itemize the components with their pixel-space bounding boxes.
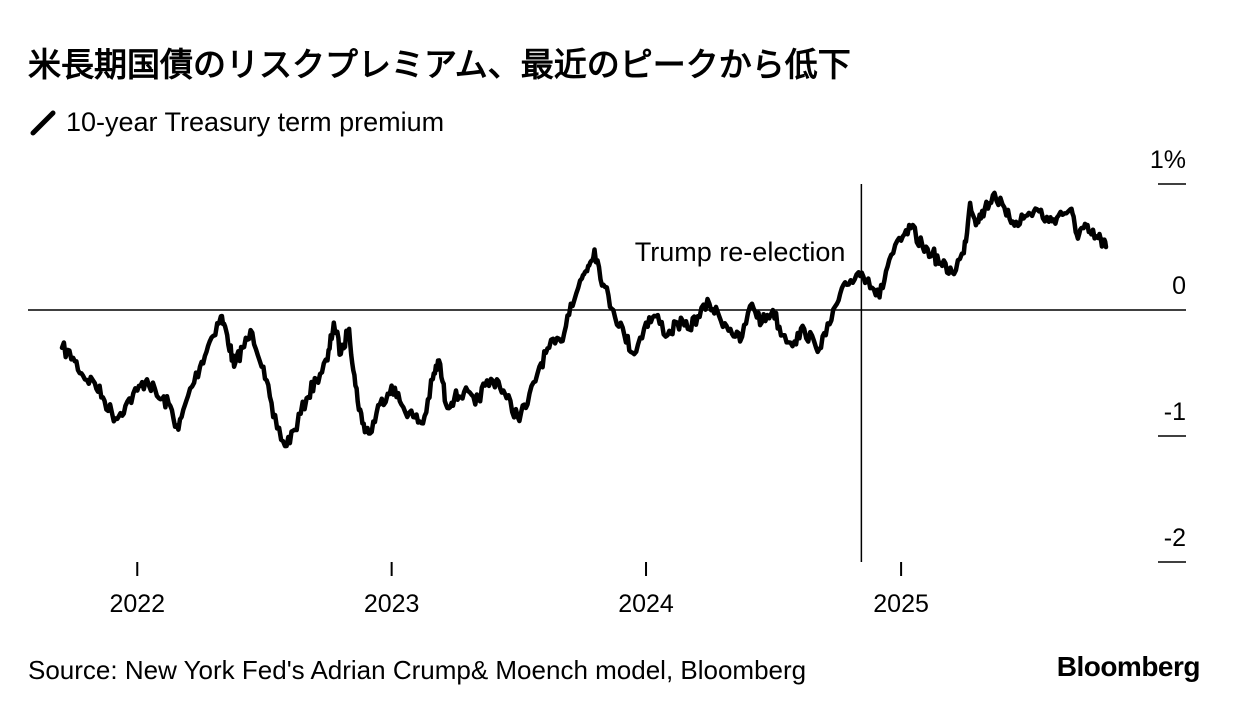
legend: 10-year Treasury term premium: [30, 106, 444, 138]
x-tick-label: 2025: [873, 590, 929, 618]
series-line: [59, 190, 1109, 449]
legend-label: 10-year Treasury term premium: [66, 106, 445, 137]
chart-title: 米長期国債のリスクプレミアム、最近のピークから低下: [28, 45, 851, 84]
diagonal-line-icon: [30, 110, 56, 136]
y-tick-label: 1%: [1150, 146, 1186, 174]
y-axis: 1% 0 -1 -2: [28, 146, 1186, 563]
y-tick-label: -1: [1164, 398, 1186, 426]
x-axis: 2022 2023 2024 2025: [109, 562, 929, 618]
x-tick-label: 2024: [618, 590, 674, 618]
y-tick-label: -2: [1164, 524, 1186, 552]
y-tick-label: 0: [1172, 272, 1186, 300]
annotation-label: Trump re-election: [635, 237, 846, 267]
x-tick-label: 2022: [109, 590, 165, 618]
source-note: Source: New York Fed's Adrian Crump& Moe…: [28, 655, 807, 685]
annotation-layer: Trump re-election: [635, 184, 863, 562]
brand-logo: Bloomberg: [1056, 651, 1201, 682]
x-tick-label: 2023: [364, 590, 420, 618]
series-layer: [59, 190, 1109, 449]
